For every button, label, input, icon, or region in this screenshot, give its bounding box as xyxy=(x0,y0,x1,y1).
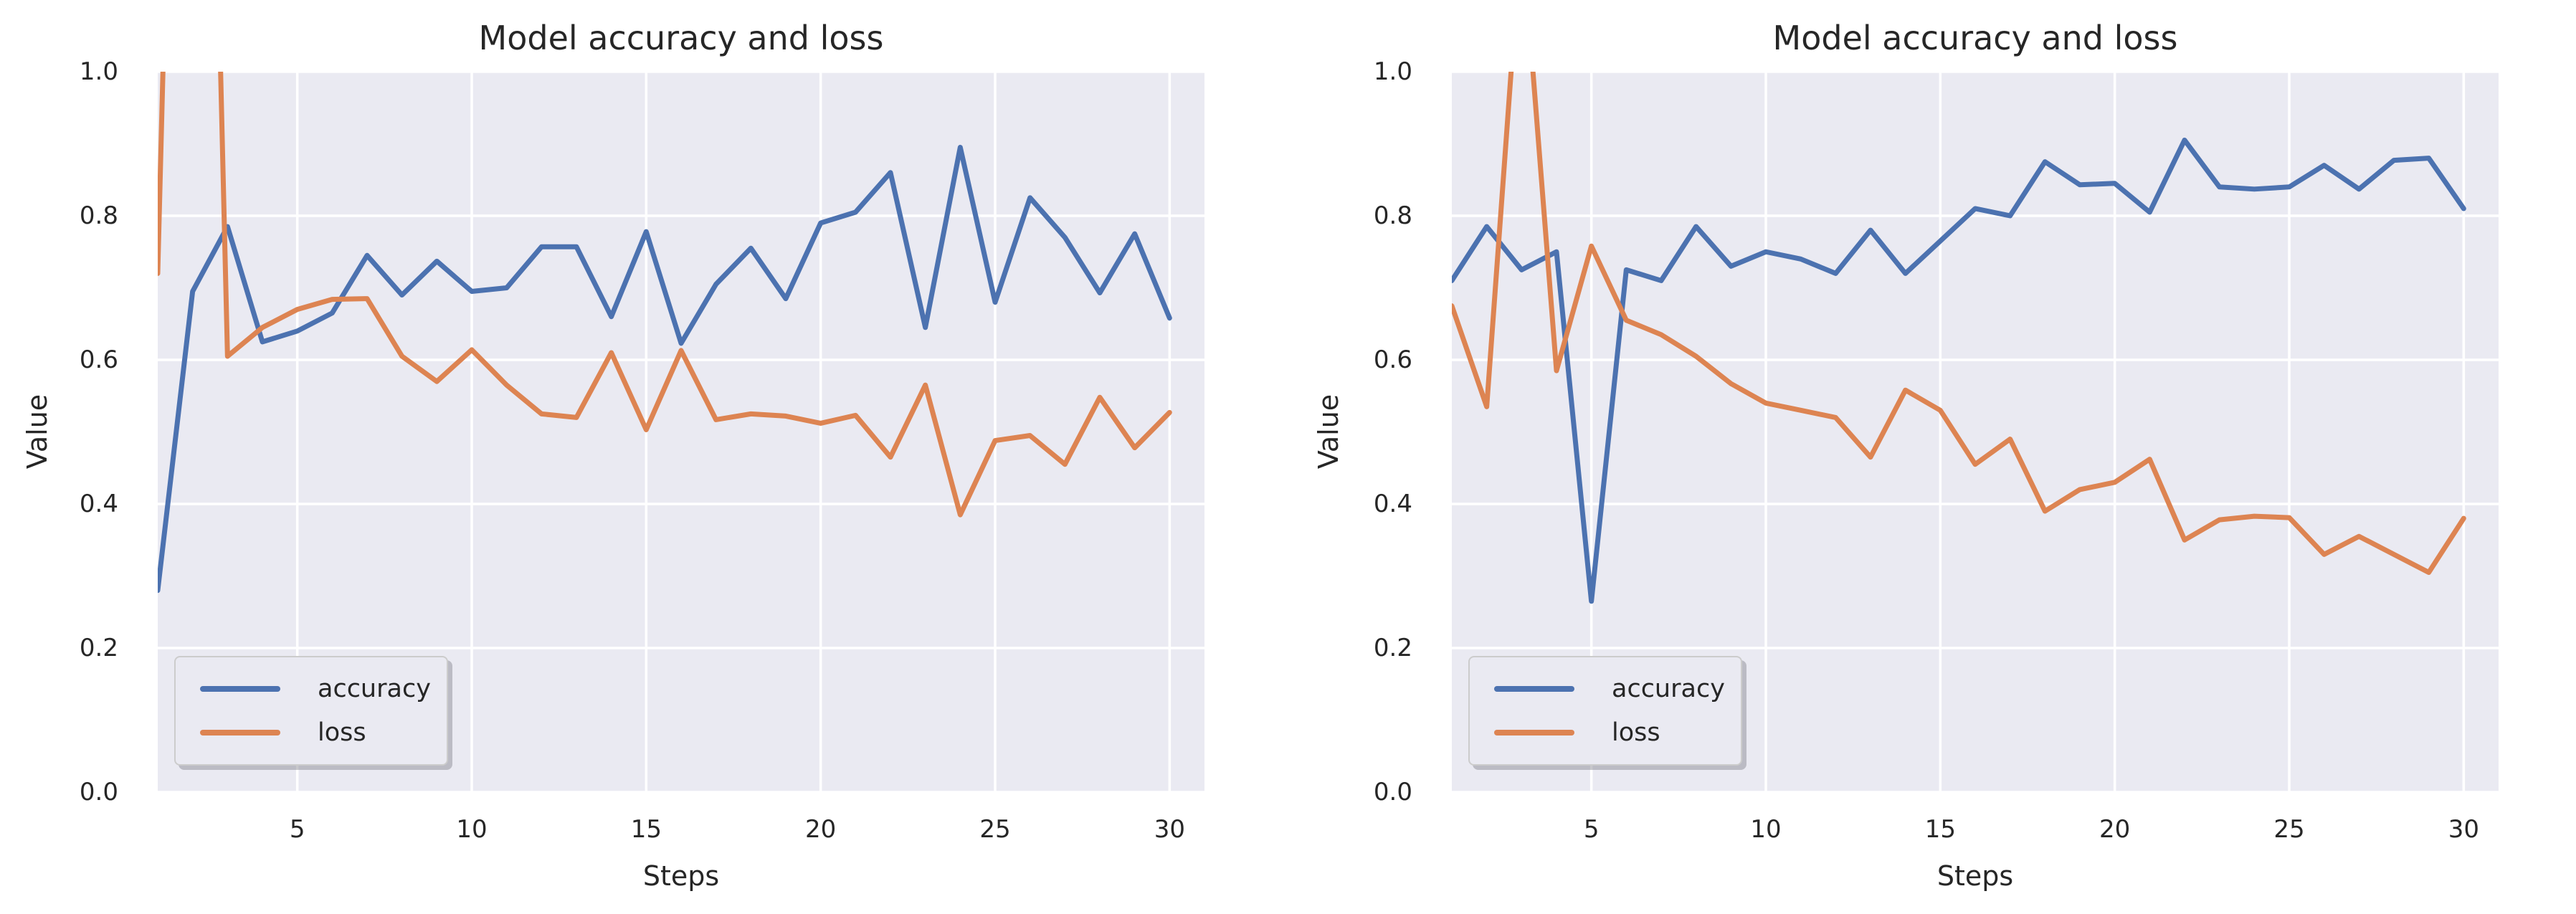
legend-label: accuracy xyxy=(1612,674,1725,703)
x-tick-label: 10 xyxy=(456,815,488,844)
y-tick-label: 0.6 xyxy=(79,346,118,374)
x-tick-label: 20 xyxy=(2099,815,2131,844)
loss-line xyxy=(158,72,1172,518)
y-tick-label: 0.4 xyxy=(1373,490,1412,518)
x-axis-label: Steps xyxy=(1936,860,2014,892)
x-tick-label: 30 xyxy=(2448,815,2479,844)
y-tick-label: 0.0 xyxy=(1373,778,1412,806)
y-axis-label: Value xyxy=(22,394,53,470)
y-tick-label: 0.8 xyxy=(1373,201,1412,230)
y-axis-label: Value xyxy=(1313,394,1344,470)
x-tick-label: 15 xyxy=(1924,815,1956,844)
y-tick-label: 0.6 xyxy=(1373,346,1412,374)
legend-item-loss: loss xyxy=(1494,720,1741,746)
legend-item-loss: loss xyxy=(200,720,447,746)
accuracy-line-swatch xyxy=(200,686,280,692)
y-tick-label: 0.2 xyxy=(1373,634,1412,662)
legend-label: accuracy xyxy=(318,674,431,703)
chart-title: Model accuracy and loss xyxy=(478,19,884,57)
legend: accuracy loss xyxy=(174,656,448,766)
y-tick-label: 0.0 xyxy=(79,778,118,806)
loss-line-swatch xyxy=(1494,730,1574,736)
loss-line xyxy=(1452,72,2466,575)
legend-item-accuracy: accuracy xyxy=(200,674,447,703)
accuracy-line-swatch xyxy=(1494,686,1574,692)
y-tick-label: 0.4 xyxy=(79,490,118,518)
x-tick-label: 5 xyxy=(1583,815,1600,844)
y-tick-label: 1.0 xyxy=(1373,57,1412,86)
accuracy-line xyxy=(1452,137,2466,604)
x-tick-label: 10 xyxy=(1750,815,1782,844)
legend: accuracy loss xyxy=(1468,656,1742,766)
loss-line-swatch xyxy=(200,730,280,736)
x-tick-label: 25 xyxy=(2273,815,2305,844)
legend-label: loss xyxy=(1612,718,1660,747)
x-tick-label: 5 xyxy=(289,815,305,844)
legend-item-accuracy: accuracy xyxy=(1494,674,1741,703)
x-axis-label: Steps xyxy=(642,860,720,892)
x-tick-label: 30 xyxy=(1154,815,1185,844)
legend-label: loss xyxy=(318,718,366,747)
x-tick-label: 20 xyxy=(805,815,837,844)
y-tick-label: 0.8 xyxy=(79,201,118,230)
chart-title: Model accuracy and loss xyxy=(1772,19,2178,57)
x-tick-label: 25 xyxy=(979,815,1011,844)
y-tick-label: 1.0 xyxy=(79,57,118,86)
y-tick-label: 0.2 xyxy=(79,634,118,662)
accuracy-line xyxy=(158,145,1172,594)
x-tick-label: 15 xyxy=(630,815,662,844)
